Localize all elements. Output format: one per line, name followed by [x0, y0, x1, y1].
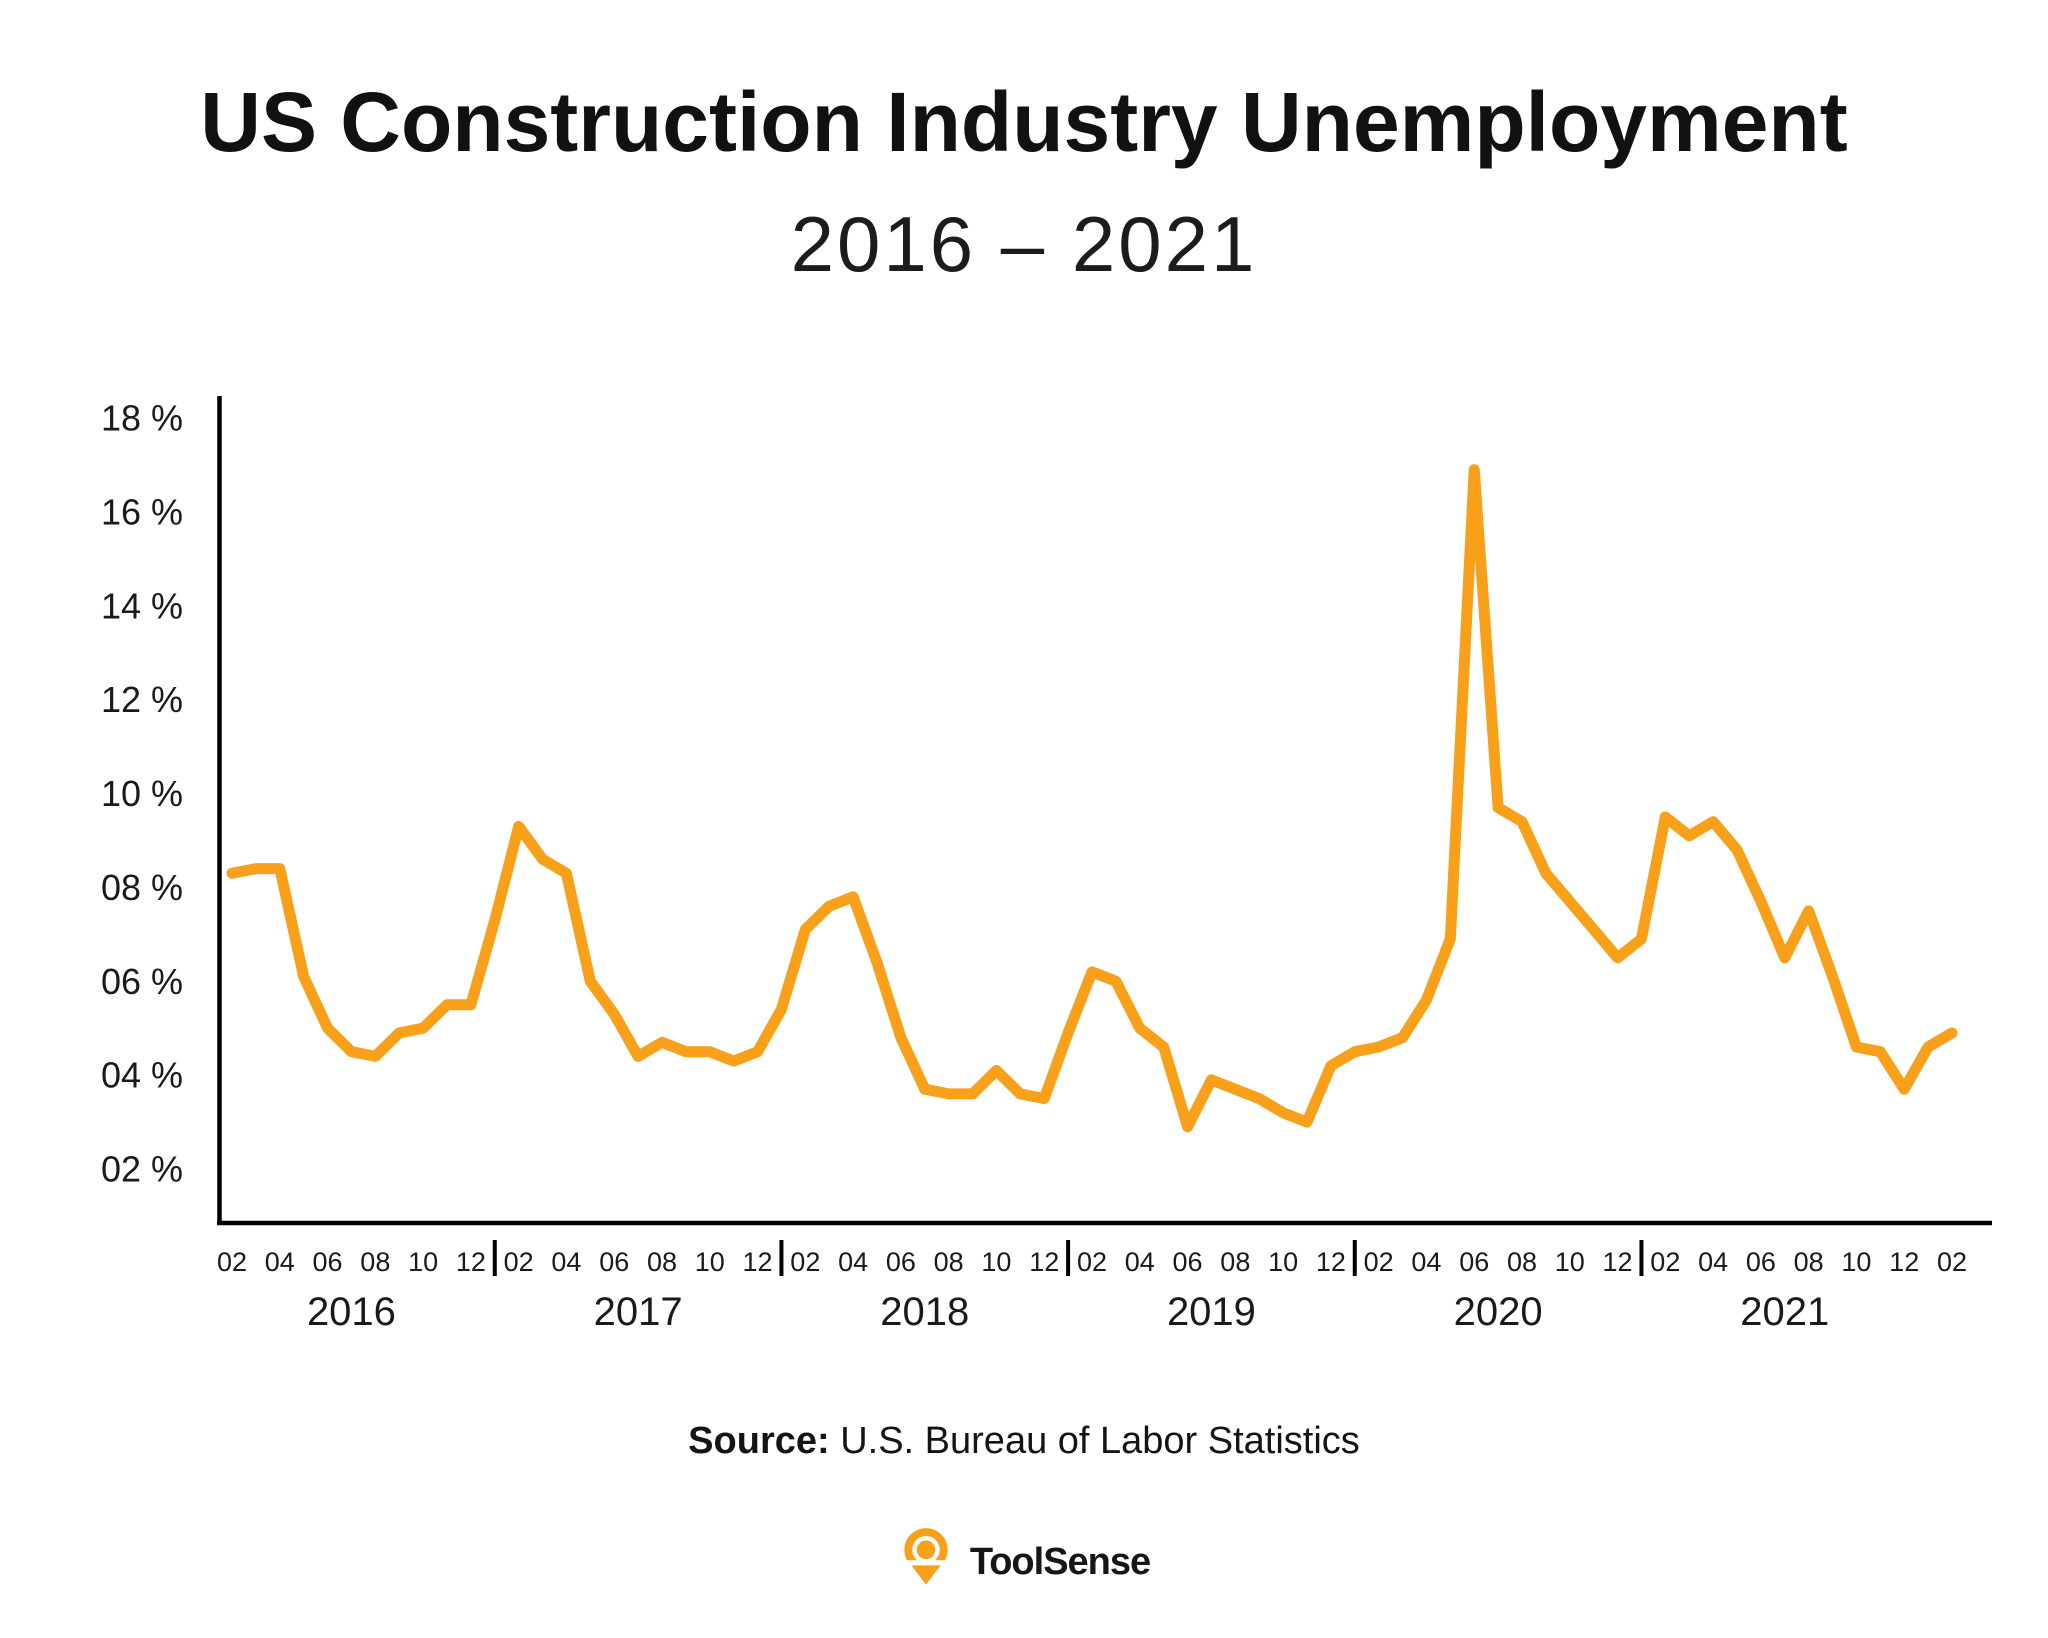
y-tick-label: 04 %	[101, 1055, 183, 1096]
x-tick-label: 04	[838, 1247, 868, 1277]
x-tick-label: 02	[504, 1247, 534, 1277]
x-tick-label: 06	[1173, 1247, 1203, 1277]
x-tick-label: 08	[934, 1247, 964, 1277]
x-tick-label: 08	[360, 1247, 390, 1277]
x-tick-label: 10	[695, 1247, 725, 1277]
x-tick-label: 10	[981, 1247, 1011, 1277]
x-tick-label: 10	[1841, 1247, 1871, 1277]
x-tick-label: 04	[551, 1247, 581, 1277]
x-tick-label: 06	[599, 1247, 629, 1277]
x-tick-label: 12	[1889, 1247, 1919, 1277]
toolsense-logo: ToolSense	[0, 1516, 2048, 1606]
x-tick-label: 12	[1316, 1247, 1346, 1277]
x-tick-label: 12	[743, 1247, 773, 1277]
year-label: 2016	[307, 1290, 396, 1334]
x-tick-label: 04	[1125, 1247, 1155, 1277]
y-tick-label: 10 %	[101, 773, 183, 814]
x-tick-label: 12	[456, 1247, 486, 1277]
year-label: 2021	[1740, 1290, 1829, 1334]
y-tick-label: 08 %	[101, 867, 183, 908]
y-tick-label: 18 %	[101, 398, 183, 439]
x-tick-label: 02	[217, 1247, 247, 1277]
x-tick-label-trailing: 02	[1937, 1247, 1967, 1277]
x-tick-label: 02	[1650, 1247, 1680, 1277]
brand-name: ToolSense	[969, 1540, 1151, 1583]
x-tick-label: 12	[1029, 1247, 1059, 1277]
x-tick-label: 08	[647, 1247, 677, 1277]
chart-title: US Construction Industry Unemployment	[200, 75, 1848, 169]
x-tick-label: 02	[1077, 1247, 1107, 1277]
x-tick-label: 06	[886, 1247, 916, 1277]
x-tick-label: 02	[1364, 1247, 1394, 1277]
source-label: Source:	[688, 1420, 830, 1462]
x-tick-label: 06	[313, 1247, 343, 1277]
x-tick-label: 08	[1220, 1247, 1250, 1277]
x-tick-label: 08	[1794, 1247, 1824, 1277]
x-tick-label: 06	[1746, 1247, 1776, 1277]
year-label: 2019	[1167, 1290, 1256, 1334]
x-tick-label: 10	[1268, 1247, 1298, 1277]
year-label: 2017	[594, 1290, 683, 1334]
chart-subtitle: 2016 – 2021	[790, 200, 1258, 288]
x-tick-label: 10	[1555, 1247, 1585, 1277]
x-tick-label: 10	[408, 1247, 438, 1277]
unemployment-rate-line	[226, 464, 1958, 1133]
x-tick-label: 04	[265, 1247, 295, 1277]
location-pin-icon	[901, 1528, 951, 1590]
y-tick-label: 12 %	[101, 679, 183, 720]
year-label: 2018	[880, 1290, 969, 1334]
source-text: U.S. Bureau of Labor Statistics	[829, 1420, 1360, 1462]
x-tick-label: 04	[1411, 1247, 1441, 1277]
y-tick-label: 14 %	[101, 585, 183, 626]
x-tick-label: 02	[790, 1247, 820, 1277]
x-tick-label: 06	[1459, 1247, 1489, 1277]
x-tick-label: 04	[1698, 1247, 1728, 1277]
y-tick-label: 02 %	[101, 1149, 183, 1190]
y-tick-label: 06 %	[101, 961, 183, 1002]
x-tick-label: 08	[1507, 1247, 1537, 1277]
y-tick-label: 16 %	[101, 491, 183, 532]
x-tick-label: 12	[1603, 1247, 1633, 1277]
source-note: Source: U.S. Bureau of Labor Statistics	[0, 1420, 2048, 1463]
year-label: 2020	[1454, 1290, 1543, 1334]
